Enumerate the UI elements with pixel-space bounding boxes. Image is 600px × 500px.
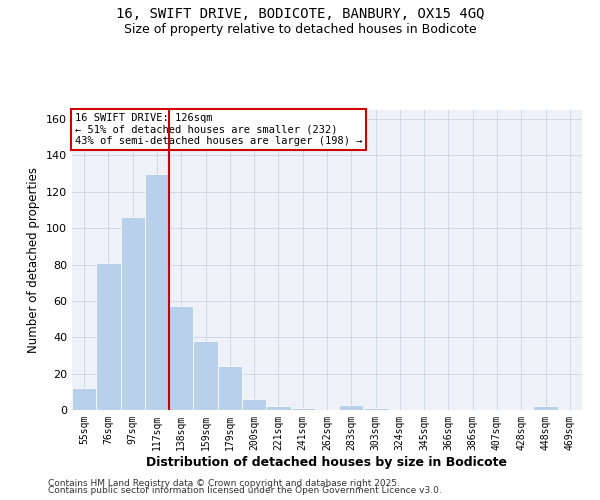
- Bar: [533, 406, 558, 410]
- Bar: [121, 218, 145, 410]
- Bar: [242, 399, 266, 410]
- Bar: [193, 341, 218, 410]
- Text: Size of property relative to detached houses in Bodicote: Size of property relative to detached ho…: [124, 22, 476, 36]
- Bar: [266, 406, 290, 410]
- Text: Contains HM Land Registry data © Crown copyright and database right 2025.: Contains HM Land Registry data © Crown c…: [48, 478, 400, 488]
- Bar: [72, 388, 96, 410]
- Text: 16, SWIFT DRIVE, BODICOTE, BANBURY, OX15 4GQ: 16, SWIFT DRIVE, BODICOTE, BANBURY, OX15…: [116, 8, 484, 22]
- Bar: [364, 408, 388, 410]
- Bar: [218, 366, 242, 410]
- Bar: [290, 408, 315, 410]
- X-axis label: Distribution of detached houses by size in Bodicote: Distribution of detached houses by size …: [146, 456, 508, 468]
- Bar: [96, 262, 121, 410]
- Bar: [169, 306, 193, 410]
- Text: 16 SWIFT DRIVE: 126sqm
← 51% of detached houses are smaller (232)
43% of semi-de: 16 SWIFT DRIVE: 126sqm ← 51% of detached…: [75, 113, 362, 146]
- Bar: [339, 404, 364, 410]
- Y-axis label: Number of detached properties: Number of detached properties: [28, 167, 40, 353]
- Bar: [145, 174, 169, 410]
- Text: Contains public sector information licensed under the Open Government Licence v3: Contains public sector information licen…: [48, 486, 442, 495]
